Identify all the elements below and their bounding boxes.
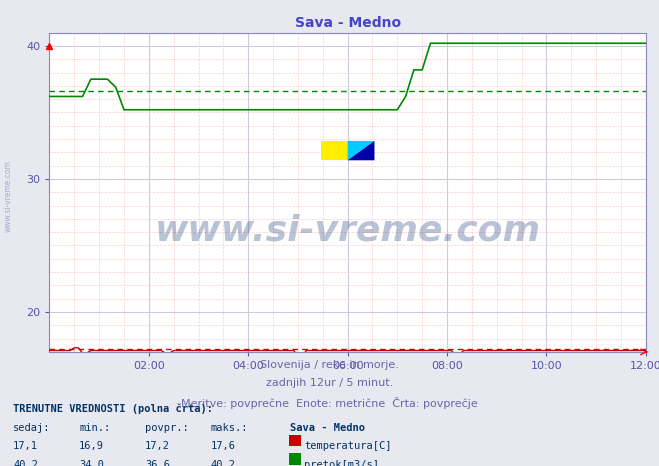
Text: 34,0: 34,0 [79,460,104,466]
Text: 40,2: 40,2 [13,460,38,466]
Text: www.si-vreme.com: www.si-vreme.com [3,160,13,232]
Text: maks.:: maks.: [211,423,248,432]
Text: min.:: min.: [79,423,110,432]
Text: 17,1: 17,1 [13,441,38,451]
Bar [321,141,348,160]
Text: 36,6: 36,6 [145,460,170,466]
Text: TRENUTNE VREDNOSTI (polna črta):: TRENUTNE VREDNOSTI (polna črta): [13,403,213,414]
Polygon shape [348,141,374,160]
Polygon shape [348,141,374,160]
Text: www.si-vreme.com: www.si-vreme.com [155,213,540,247]
Text: sedaj:: sedaj: [13,423,51,432]
Text: 40,2: 40,2 [211,460,236,466]
Text: povpr.:: povpr.: [145,423,188,432]
Text: 16,9: 16,9 [79,441,104,451]
Text: Sava - Medno: Sava - Medno [290,423,365,432]
Text: zadnjih 12ur / 5 minut.: zadnjih 12ur / 5 minut. [266,378,393,388]
Text: 17,2: 17,2 [145,441,170,451]
Text: 17,6: 17,6 [211,441,236,451]
Text: temperatura[C]: temperatura[C] [304,441,392,451]
Text: Meritve: povprečne  Enote: metrične  Črta: povprečje: Meritve: povprečne Enote: metrične Črta:… [181,397,478,409]
Title: Sava - Medno: Sava - Medno [295,16,401,30]
Text: Slovenija / reke in morje.: Slovenija / reke in morje. [260,360,399,370]
Text: pretok[m3/s]: pretok[m3/s] [304,460,380,466]
